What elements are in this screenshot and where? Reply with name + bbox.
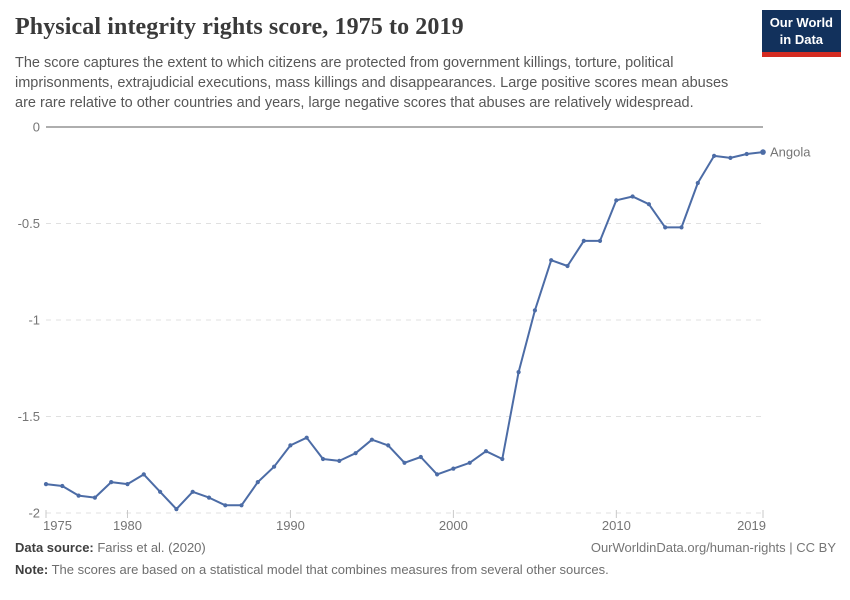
data-point-marker [760, 149, 766, 155]
data-point-marker [467, 460, 472, 465]
chart-subtitle: The score captures the extent to which c… [15, 55, 729, 111]
data-point-marker [418, 454, 423, 460]
data-point-marker [614, 198, 619, 203]
data-point-marker [92, 495, 97, 500]
data-point-marker [679, 225, 684, 230]
data-point-marker [158, 489, 163, 494]
data-point-marker [435, 472, 440, 477]
data-source-text: Fariss et al. (2020) [93, 540, 206, 555]
data-point-marker [663, 225, 668, 230]
data-point-marker [141, 472, 146, 477]
data-point-marker [223, 503, 228, 508]
owid-logo-line1: Our World [769, 15, 833, 30]
note-text: The scores are based on a statistical mo… [48, 562, 609, 577]
data-point-marker [630, 194, 635, 199]
owid-logo-line2: in Data [779, 31, 824, 47]
data-point-marker [109, 480, 114, 485]
data-point-marker [255, 480, 260, 485]
x-axis-tick-label: 1980 [113, 518, 142, 533]
owid-credit-link[interactable]: OurWorldinData.org/human-rights | CC BY [590, 540, 836, 555]
data-point-marker [320, 456, 326, 462]
data-point-marker [337, 458, 342, 463]
x-axis-tick-label: 2019 [737, 518, 766, 533]
x-axis-tick-label: 1975 [43, 518, 72, 533]
owid-logo[interactable]: Our World in Data [761, 10, 841, 57]
data-point-marker [549, 258, 554, 263]
data-point-marker [76, 493, 81, 498]
data-point-marker [695, 180, 700, 186]
data-point-marker [402, 460, 407, 465]
y-axis-tick-label: -1 [28, 313, 40, 328]
data-point-marker [288, 443, 293, 448]
chart-footer: Data source: Fariss et al. (2020) OurWor… [15, 540, 836, 577]
data-point-marker [565, 263, 570, 269]
x-axis-tick-label: 2000 [439, 518, 468, 533]
y-axis-tick-label: -1.5 [18, 409, 40, 424]
data-point-marker [190, 489, 195, 494]
data-point-marker [597, 238, 603, 243]
data-point-marker [386, 443, 391, 448]
data-point-marker [532, 308, 538, 313]
data-point-marker [516, 370, 521, 375]
data-point-marker [304, 435, 309, 440]
x-axis-tick-label: 2010 [602, 518, 631, 533]
data-point-marker [60, 483, 65, 489]
data-point-marker [272, 464, 277, 469]
data-point-marker [125, 482, 130, 487]
y-axis-tick-label: 0 [33, 120, 40, 135]
y-axis-tick-label: -2 [28, 506, 40, 521]
series-line[interactable] [45, 151, 764, 511]
series-end-label[interactable]: Angola [770, 145, 811, 160]
data-source-label: Data source: [15, 540, 94, 555]
data-point-marker [581, 238, 586, 243]
data-source: Data source: Fariss et al. (2020) [15, 540, 206, 555]
page-title: Physical integrity rights score, 1975 to… [15, 14, 464, 40]
data-point-marker [451, 466, 456, 471]
data-point-marker [712, 153, 717, 158]
data-point-marker [728, 155, 733, 160]
data-point-marker [353, 451, 358, 456]
y-axis-tick-label: -0.5 [18, 216, 40, 231]
chart-note: Note: The scores are based on a statisti… [15, 562, 836, 577]
note-label: Note: [15, 562, 49, 577]
data-point-marker [206, 495, 212, 500]
data-point-marker [646, 202, 652, 207]
data-point-marker [500, 456, 505, 462]
data-point-marker [744, 151, 749, 157]
data-point-marker [174, 507, 179, 512]
data-point-marker [43, 482, 49, 487]
data-point-marker [483, 449, 489, 454]
x-axis-tick-label: 1990 [276, 518, 305, 533]
data-point-marker [369, 437, 374, 442]
data-point-marker [239, 503, 244, 508]
